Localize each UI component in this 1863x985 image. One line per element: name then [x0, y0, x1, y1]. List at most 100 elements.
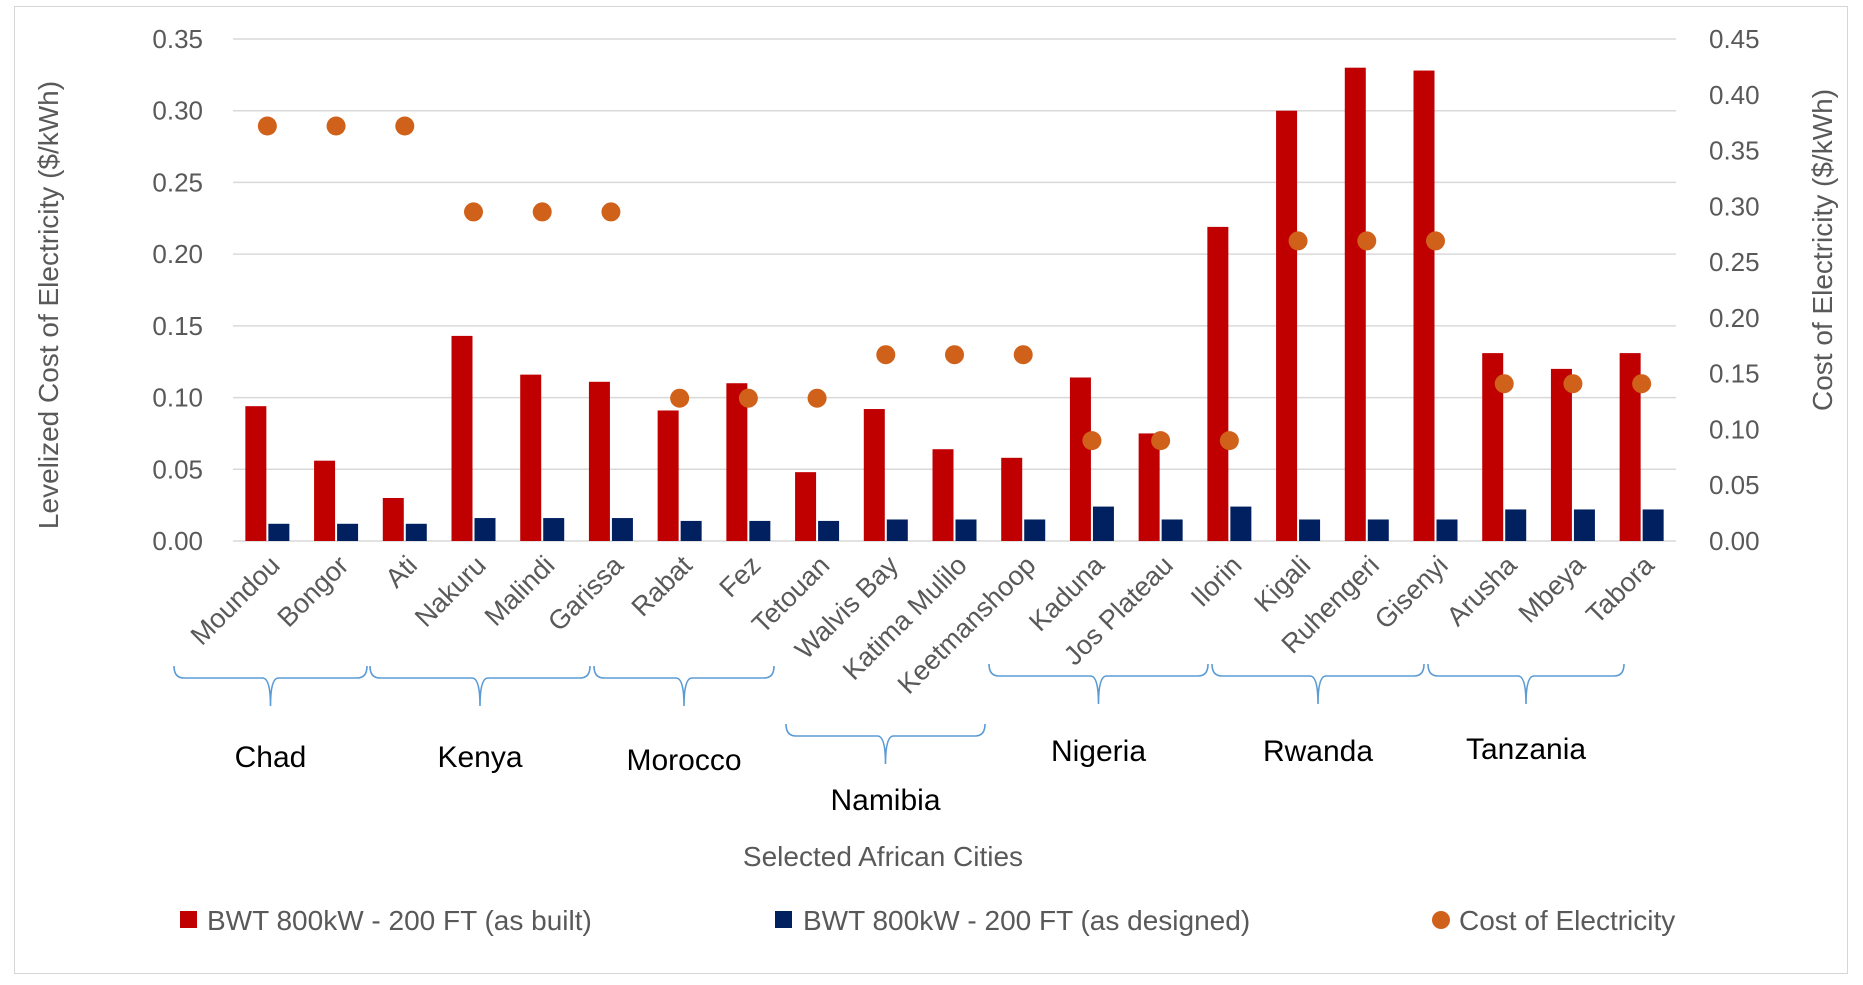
- brace: [593, 665, 775, 707]
- y2-tick-label: 0.00: [1709, 526, 1760, 556]
- country-braces: [173, 663, 1625, 765]
- cost-dot: [1632, 374, 1652, 394]
- chart-frame: [14, 6, 1848, 974]
- country-label: Chad: [235, 741, 307, 774]
- bar-as-designed: [749, 520, 771, 541]
- brace: [173, 665, 368, 707]
- category-label: Tabora: [1580, 549, 1660, 629]
- y-tick-label: 0.15: [152, 311, 203, 341]
- cost-dot: [945, 345, 964, 365]
- bar-as-built: [245, 406, 267, 541]
- bar-as-built: [382, 497, 404, 541]
- y2-tick-label: 0.35: [1709, 136, 1760, 166]
- bar-as-built: [1413, 70, 1435, 541]
- y2-tick-label: 0.20: [1709, 303, 1760, 333]
- bar-as-built: [520, 374, 542, 541]
- country-label: Kenya: [437, 741, 522, 774]
- brace: [1211, 663, 1425, 705]
- legend-label-as-built: BWT 800kW - 200 FT (as built): [207, 905, 592, 936]
- y-tick-label: 0.35: [152, 24, 203, 54]
- y-axis-title: Levelized Cost of Electricity ($/kWh): [33, 81, 64, 529]
- bar-as-designed: [1436, 519, 1458, 541]
- y2-tick-label: 0.40: [1709, 80, 1760, 110]
- bar-as-designed: [543, 518, 565, 541]
- y-tick-label: 0.10: [152, 383, 203, 413]
- bar-as-designed: [474, 518, 496, 541]
- bar-as-designed: [1161, 519, 1183, 541]
- brace: [785, 723, 986, 765]
- cost-dot: [1357, 231, 1377, 251]
- cost-dot: [738, 388, 758, 408]
- cost-dot: [326, 116, 346, 136]
- category-label: Ati: [380, 550, 423, 593]
- legend-label-cost: Cost of Electricity: [1459, 905, 1675, 936]
- cost-dot: [257, 116, 277, 136]
- y2-tick-label: 0.10: [1709, 414, 1760, 444]
- bar-as-built: [1069, 377, 1091, 541]
- y-tick-label: 0.00: [152, 526, 203, 556]
- category-label: Gisenyi: [1369, 550, 1454, 635]
- y2-tick-label: 0.45: [1709, 24, 1760, 54]
- brace: [369, 665, 591, 707]
- cost-dot: [1288, 231, 1308, 251]
- category-label: Bongor: [272, 550, 355, 633]
- bar-as-designed: [886, 519, 908, 541]
- legend: BWT 800kW - 200 FT (as built) BWT 800kW …: [180, 905, 1675, 936]
- bar-as-built: [314, 460, 336, 541]
- bar-as-designed: [955, 519, 977, 541]
- y2-tick-label: 0.05: [1709, 470, 1760, 500]
- legend-marker-cost: [1432, 911, 1450, 929]
- y2-tick-label: 0.15: [1709, 359, 1760, 389]
- bar-as-designed: [1642, 509, 1664, 541]
- cost-dot: [1426, 231, 1445, 251]
- bar-as-built: [588, 381, 610, 541]
- bar-as-designed: [337, 523, 359, 541]
- bar-as-built: [1138, 433, 1160, 541]
- bar-as-built: [932, 449, 954, 541]
- bar-as-built: [1344, 67, 1366, 541]
- category-label: Rabat: [626, 550, 699, 623]
- bar-as-built: [657, 410, 679, 541]
- bar-as-built: [863, 409, 885, 541]
- cost-dot: [1219, 431, 1239, 451]
- bar-as-designed: [1367, 519, 1389, 541]
- category-label: Mbeya: [1513, 549, 1592, 628]
- bar-as-built: [1001, 457, 1023, 541]
- cost-dot: [807, 388, 827, 408]
- bar-as-designed: [1299, 519, 1321, 541]
- cost-dot: [601, 202, 621, 222]
- bar-as-designed: [818, 520, 840, 541]
- legend-label-as-designed: BWT 800kW - 200 FT (as designed): [803, 905, 1250, 936]
- country-label: Morocco: [626, 744, 741, 777]
- bar-as-designed: [680, 520, 702, 541]
- y-tick-label: 0.30: [152, 96, 203, 126]
- bar-as-designed: [611, 518, 633, 541]
- category-label: Fez: [714, 550, 767, 603]
- category-label: Garissa: [542, 549, 630, 637]
- bar-as-built: [795, 472, 817, 541]
- legend-swatch-as-built: [180, 911, 197, 928]
- bar-as-designed: [268, 523, 290, 541]
- y2-tick-label: 0.30: [1709, 191, 1760, 221]
- country-label: Namibia: [830, 784, 940, 817]
- bar-as-designed: [1024, 519, 1046, 541]
- y2-tick-label: 0.25: [1709, 247, 1760, 277]
- bar-as-designed: [405, 523, 427, 541]
- left-axis-ticks: 0.00 0.05 0.10 0.15 0.20 0.25 0.30 0.35: [152, 24, 203, 556]
- bar-as-built: [1276, 110, 1298, 541]
- legend-swatch-as-designed: [775, 911, 792, 928]
- country-labels: Chad Kenya Morocco Namibia Nigeria Rwanda Tanz…: [235, 733, 1587, 817]
- cost-dot: [395, 116, 415, 136]
- cost-dot: [1494, 374, 1514, 394]
- cost-dot: [532, 202, 552, 222]
- y-tick-label: 0.05: [152, 454, 203, 484]
- bar-as-built: [726, 383, 748, 541]
- cost-dots: [257, 116, 1652, 451]
- cost-dot: [464, 202, 483, 222]
- bar-as-built: [1550, 368, 1572, 541]
- brace: [1427, 663, 1625, 705]
- bar-as-built: [451, 335, 473, 541]
- country-label: Rwanda: [1263, 735, 1373, 768]
